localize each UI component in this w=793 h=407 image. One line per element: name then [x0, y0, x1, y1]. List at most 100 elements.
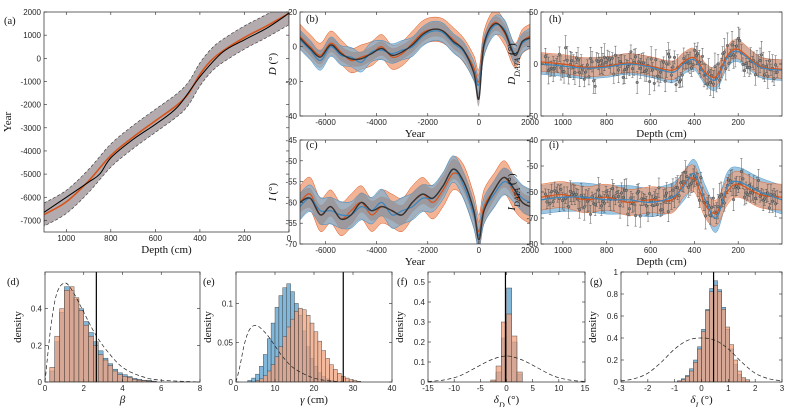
data-point [708, 80, 712, 84]
data-point [690, 66, 694, 70]
y-tick-label: -4000 [21, 147, 42, 156]
data-point [567, 74, 571, 78]
orange-histogram-bar [511, 335, 518, 382]
data-point [624, 67, 628, 71]
y-tick-label: -20 [285, 77, 297, 86]
plot-area [300, 12, 530, 107]
y-axis-label: density [394, 311, 406, 343]
data-point [742, 195, 746, 199]
data-point [665, 191, 669, 195]
data-point [629, 50, 633, 54]
data-point [624, 188, 628, 192]
data-point [616, 194, 620, 198]
data-point [763, 197, 767, 201]
data-point [557, 52, 561, 56]
y-tick-label: -40 [526, 136, 538, 145]
y-tick-label: 0.4 [607, 334, 619, 343]
orange-histogram-bar [356, 381, 361, 382]
x-tick-label: 2 [82, 384, 87, 393]
age-uncertainty-band [44, 12, 289, 227]
x-tick-label: 40 [388, 384, 397, 393]
data-point [672, 55, 676, 59]
data-point [613, 53, 617, 57]
orange-histogram-bar [131, 379, 138, 382]
y-tick-label: 1 [614, 268, 619, 277]
x-tick-label: 0 [504, 384, 509, 393]
data-point [634, 214, 638, 218]
y-tick-label: 0 [614, 378, 619, 387]
data-point [772, 193, 776, 197]
data-point [691, 63, 695, 67]
x-tick-label: 10 [554, 384, 563, 393]
orange-histogram-bar [274, 356, 280, 382]
panel-h: 1000 800 600 400 200 50 0 -50 Depth (cm) DDATA (°… [506, 8, 783, 140]
orange-histogram-bar [78, 310, 84, 382]
data-point [551, 200, 555, 204]
orange-histogram-bar [259, 378, 264, 382]
orange-histogram-bar [49, 367, 55, 382]
data-point [722, 50, 726, 54]
y-tick-label: -70 [285, 240, 297, 249]
data-point [705, 82, 709, 86]
data-point [644, 68, 648, 72]
data-point [578, 71, 582, 75]
y-axis-label: density [12, 311, 24, 343]
data-point [758, 58, 762, 62]
orange-histogram-bar [290, 318, 295, 382]
orange-histogram-bar [306, 315, 311, 382]
axes-frame [299, 139, 531, 245]
data-point [616, 68, 620, 72]
y-tick-label: 0.1 [414, 358, 426, 367]
data-point [612, 72, 616, 76]
data-point [690, 181, 694, 185]
panel-e: 0 10 20 30 40 0 0.05 0.1 γ (cm) density [202, 271, 397, 406]
x-tick-label: 15 [581, 384, 590, 393]
x-tick-label: 2000 [521, 118, 539, 127]
data-point [718, 195, 722, 199]
panel-b: -6000 -4000 -2000 0 2000 20 0 -20 -40 Year D (°) [267, 8, 539, 140]
x-tick-label: 0 [477, 246, 482, 255]
x-tick-label: -2 [644, 384, 652, 393]
x-axis-label: δI (°) [690, 394, 713, 407]
x-tick-label: 0 [43, 384, 48, 393]
data-point [568, 189, 572, 193]
orange-histogram-bar [321, 350, 326, 382]
orange-histogram-bar [741, 377, 746, 382]
y-tick-label: 50 [529, 8, 538, 17]
x-axis-label: γ (cm) [300, 394, 328, 406]
orange-histogram-bar [127, 377, 133, 382]
y-tick-label: 0.05 [217, 339, 233, 348]
x-tick-label: 1 [726, 384, 731, 393]
y-tick-label: 0.1 [222, 299, 234, 308]
x-tick-label: -6000 [315, 246, 336, 255]
panel-c: -6000 -4000 -2000 0 2000 -45 -50 -55 -60 -65 -70 Ye… [267, 136, 539, 268]
data-point [574, 56, 578, 60]
x-tick-label: 400 [193, 234, 207, 243]
x-tick-label: 4 [120, 384, 125, 393]
orange-histogram-bar [59, 308, 65, 382]
y-tick-label: -50 [285, 157, 297, 166]
orange-histogram-bar [516, 371, 523, 382]
data-point [571, 191, 575, 195]
data-point [685, 175, 689, 179]
y-axis-label: Year [2, 112, 14, 133]
y-tick-label: 0.4 [31, 305, 43, 314]
data-point [730, 43, 734, 47]
data-point [753, 73, 757, 77]
panel-a: 1000 800 600 400 200 0200010000-1000-2000-300… [2, 8, 292, 256]
data-point [735, 184, 739, 188]
panel-label-c: (c) [306, 140, 318, 151]
x-axis-label: Year [405, 128, 426, 140]
data-point [671, 65, 675, 69]
data-point [666, 52, 670, 56]
x-tick-label: 800 [600, 118, 614, 127]
data-point [596, 188, 600, 192]
orange-histogram-bar [685, 376, 690, 382]
orange-fit-line [541, 177, 782, 214]
data-point [607, 58, 611, 62]
x-tick-label: 2 [753, 384, 758, 393]
data-point [574, 192, 578, 196]
x-axis-label: Depth (cm) [141, 244, 192, 256]
data-point [707, 70, 711, 74]
data-point [604, 60, 608, 64]
